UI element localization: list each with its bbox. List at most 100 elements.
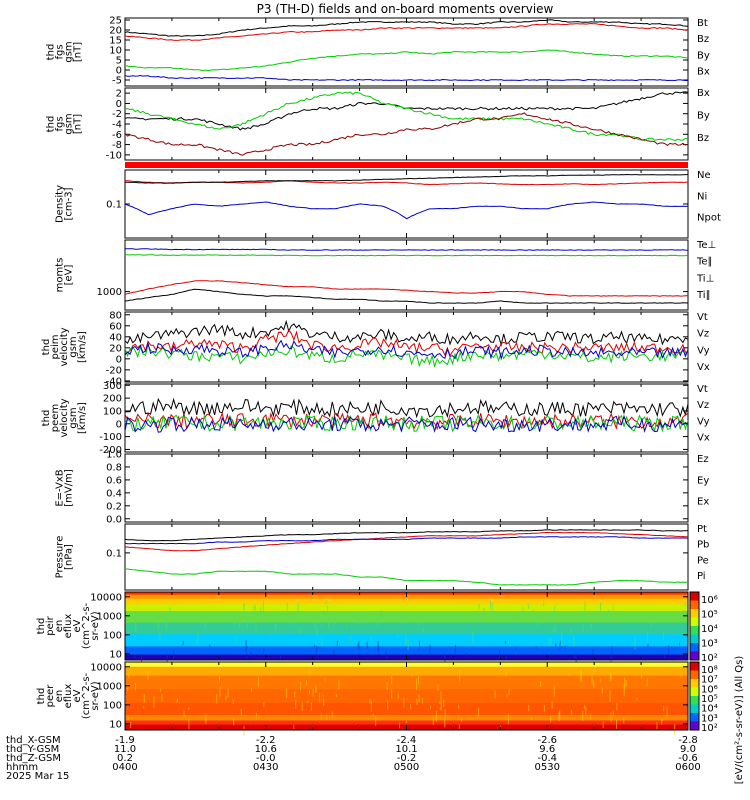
spectrogram-texture — [584, 601, 586, 612]
spectrogram-texture — [686, 631, 688, 637]
colorbar-tick-label: 10⁶ — [701, 595, 718, 606]
spectrogram-texture — [253, 605, 255, 611]
colorbar-segment — [690, 713, 699, 722]
spectrogram-texture — [551, 701, 553, 709]
spectrogram-texture — [552, 627, 554, 633]
y-axis-label: peim — [50, 334, 61, 359]
spectrogram-texture — [679, 642, 681, 646]
spectrogram-texture — [235, 636, 237, 643]
colorbar-segment — [690, 592, 699, 601]
y-tick-label: 10 — [109, 719, 122, 730]
spectrogram-texture — [391, 675, 393, 685]
spectrogram-texture — [650, 618, 652, 627]
colorbar-tick-label: 10⁸ — [701, 665, 718, 676]
spectrogram-texture — [531, 717, 533, 720]
spectrogram-texture — [537, 621, 539, 626]
spectrogram-texture — [416, 698, 418, 706]
spectrogram-texture — [582, 623, 584, 632]
x-axis-row-value: -1.9 — [115, 735, 135, 746]
spectrogram-texture — [585, 706, 587, 716]
y-tick-label: 0 — [116, 419, 122, 430]
y-axis-label: gsm — [64, 113, 75, 134]
y-tick-label: 1000 — [97, 681, 122, 692]
colorbar-tick-label: 10³ — [701, 713, 718, 724]
panel-frame — [124, 169, 689, 239]
y-axis-label: thd — [36, 688, 47, 705]
y-tick-label: 10 — [109, 46, 122, 57]
spectrogram-band — [125, 715, 688, 721]
spectrogram-texture — [232, 699, 234, 705]
panel-peer: 10000 1000 100 10 thdpeerenefluxeV(cm^2-s-sr… — [36, 661, 689, 736]
series-Bx — [124, 74, 688, 82]
x-axis-date: 2025 Mar 15 — [6, 771, 69, 782]
spectrogram-texture — [507, 713, 509, 725]
spectrogram-texture — [582, 711, 584, 721]
spectrogram-texture — [553, 685, 555, 697]
legend-Ti∥: Ti∥ — [696, 290, 711, 301]
y-tick-label: 20 — [109, 343, 122, 354]
spectrogram-texture — [357, 617, 359, 625]
legend-Vy: Vy — [697, 345, 710, 356]
y-tick-label: 10000 — [90, 662, 122, 673]
spectrogram-texture — [225, 695, 227, 701]
spectrogram-band — [125, 675, 688, 690]
spectrogram-texture — [439, 707, 441, 710]
x-axis-row-label: thd_Y-GSM — [6, 744, 59, 755]
spectrogram-texture — [561, 639, 563, 645]
spectrogram-texture — [440, 702, 442, 711]
spectrogram-texture — [647, 643, 649, 648]
plot-title: P3 (TH-D) fields and on-board moments ov… — [257, 2, 554, 16]
spectrogram-texture — [625, 680, 627, 687]
spectrogram-texture — [421, 697, 423, 704]
spectrogram-texture — [335, 693, 337, 697]
series-Vz — [124, 328, 689, 357]
spectrogram-texture — [610, 673, 612, 680]
spectrogram-texture — [591, 676, 593, 685]
series-Vy — [124, 343, 689, 368]
spectrogram-texture — [430, 611, 432, 617]
legend-Ex: Ex — [697, 497, 709, 508]
legend-Ni: Ni — [697, 191, 707, 202]
spectrogram-texture — [444, 653, 446, 662]
legend-Ti⊥: Ti⊥ — [696, 273, 714, 284]
spectrogram-texture — [489, 600, 491, 610]
spectrogram-texture — [505, 671, 507, 677]
legend-Pt: Pt — [697, 524, 707, 535]
spectrogram-texture — [385, 650, 387, 655]
panel-density: 0.1 Density[cm-3] Ne Ni Npot — [55, 169, 721, 239]
spectrogram-texture — [571, 710, 573, 715]
spectrogram-texture — [601, 687, 603, 695]
spectrogram-texture — [568, 672, 570, 676]
spectrogram-texture — [606, 611, 608, 620]
y-axis-label: [km/s] — [77, 331, 88, 363]
y-tick-label: 300 — [103, 381, 122, 392]
spectrogram-texture — [386, 654, 388, 661]
spectrogram-texture — [540, 681, 542, 687]
spectrogram-texture — [599, 602, 601, 613]
spectrogram-texture — [204, 618, 206, 627]
spectrogram-texture — [143, 706, 145, 710]
spectrogram-texture — [612, 606, 614, 615]
spectrogram-texture — [483, 607, 485, 616]
spectrogram-texture — [466, 653, 468, 657]
spectrogram-texture — [245, 640, 247, 652]
y-tick-label: 60 — [109, 321, 122, 332]
spectrogram-texture — [233, 618, 235, 624]
spectrogram-texture — [275, 623, 277, 631]
spectrogram-texture — [125, 695, 127, 706]
y-tick-label: -8 — [112, 140, 122, 151]
y-tick-label: 10000 — [90, 592, 122, 603]
y-tick-label: 0.2 — [106, 501, 122, 512]
spectrogram-texture — [589, 714, 591, 719]
y-tick-label: 40 — [109, 332, 122, 343]
colorbar-segment — [690, 662, 699, 671]
x-axis-row-value: 11.0 — [114, 744, 136, 755]
legend-By: By — [697, 111, 710, 122]
spectrogram-texture — [164, 613, 166, 623]
panel-frame — [124, 311, 689, 383]
spectrogram-texture — [165, 618, 167, 630]
legend-Vt: Vt — [697, 384, 708, 395]
panel-moms: 1000 momts[eV] Te⊥ Te∥ Ti⊥ Ti∥ — [55, 239, 716, 311]
spectrogram-texture — [321, 637, 323, 645]
